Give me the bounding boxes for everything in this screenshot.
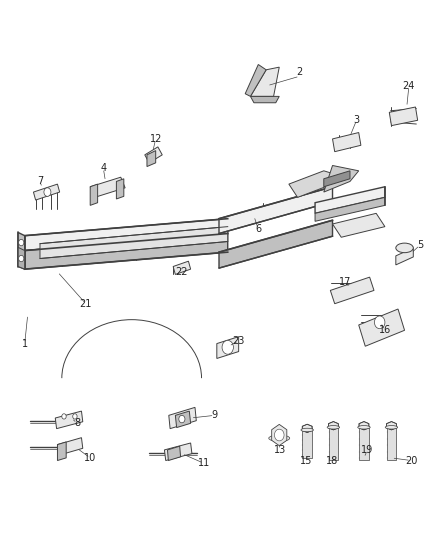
- Circle shape: [18, 255, 24, 262]
- Circle shape: [44, 188, 51, 196]
- Text: 8: 8: [74, 418, 80, 429]
- Circle shape: [275, 429, 284, 441]
- Polygon shape: [145, 147, 162, 163]
- Text: 17: 17: [339, 278, 352, 287]
- Text: 4: 4: [100, 163, 106, 173]
- Polygon shape: [90, 177, 125, 197]
- Polygon shape: [164, 443, 192, 461]
- Polygon shape: [245, 64, 266, 96]
- Polygon shape: [25, 219, 228, 251]
- Polygon shape: [389, 107, 418, 126]
- Polygon shape: [302, 424, 312, 432]
- Text: 2: 2: [297, 68, 303, 77]
- Polygon shape: [302, 429, 312, 458]
- Polygon shape: [387, 422, 396, 430]
- Polygon shape: [175, 411, 191, 427]
- Polygon shape: [217, 337, 239, 359]
- Polygon shape: [33, 184, 60, 200]
- Text: 10: 10: [84, 453, 96, 463]
- Polygon shape: [57, 442, 66, 461]
- Text: 23: 23: [233, 336, 245, 346]
- Text: 7: 7: [37, 176, 43, 187]
- Polygon shape: [117, 179, 124, 199]
- Text: 24: 24: [403, 81, 415, 91]
- Text: 16: 16: [379, 325, 391, 335]
- Ellipse shape: [358, 425, 370, 429]
- Text: 21: 21: [80, 298, 92, 309]
- Polygon shape: [359, 426, 369, 461]
- Ellipse shape: [385, 425, 398, 429]
- Text: 3: 3: [353, 115, 360, 125]
- Text: 18: 18: [326, 456, 339, 465]
- Circle shape: [62, 414, 66, 419]
- Polygon shape: [359, 422, 369, 430]
- Polygon shape: [330, 277, 374, 304]
- Polygon shape: [25, 233, 228, 269]
- Polygon shape: [147, 151, 155, 166]
- Text: 5: 5: [417, 240, 423, 250]
- Polygon shape: [169, 407, 196, 429]
- Polygon shape: [40, 227, 228, 259]
- Ellipse shape: [327, 425, 339, 429]
- Polygon shape: [328, 426, 338, 461]
- Polygon shape: [251, 67, 279, 96]
- Text: 19: 19: [361, 445, 374, 455]
- Polygon shape: [272, 424, 287, 446]
- Text: 12: 12: [149, 134, 162, 144]
- Circle shape: [18, 239, 24, 246]
- Polygon shape: [18, 247, 25, 269]
- Polygon shape: [332, 133, 361, 152]
- Polygon shape: [289, 171, 341, 197]
- Polygon shape: [173, 261, 191, 274]
- Text: 11: 11: [198, 458, 210, 468]
- Text: 22: 22: [176, 267, 188, 277]
- Ellipse shape: [396, 243, 413, 253]
- Text: 1: 1: [21, 338, 28, 349]
- Circle shape: [222, 341, 233, 354]
- Polygon shape: [387, 426, 396, 461]
- Polygon shape: [90, 184, 98, 205]
- Polygon shape: [324, 171, 350, 187]
- Polygon shape: [57, 438, 83, 455]
- Polygon shape: [315, 187, 385, 213]
- Circle shape: [73, 414, 77, 419]
- Polygon shape: [219, 187, 332, 233]
- Text: 15: 15: [300, 456, 312, 465]
- Text: 13: 13: [274, 445, 286, 455]
- Polygon shape: [359, 309, 405, 346]
- Text: 9: 9: [212, 410, 218, 421]
- Ellipse shape: [301, 428, 314, 432]
- Circle shape: [374, 316, 385, 329]
- Polygon shape: [315, 197, 385, 221]
- Polygon shape: [396, 248, 413, 265]
- Text: 6: 6: [255, 224, 261, 235]
- Polygon shape: [328, 422, 338, 430]
- Polygon shape: [219, 220, 332, 268]
- Polygon shape: [324, 165, 359, 192]
- Polygon shape: [55, 411, 83, 429]
- Polygon shape: [332, 213, 385, 237]
- Polygon shape: [18, 232, 25, 269]
- Polygon shape: [167, 446, 180, 461]
- Text: 20: 20: [405, 456, 417, 465]
- Polygon shape: [251, 96, 279, 103]
- Circle shape: [179, 415, 185, 423]
- Ellipse shape: [269, 435, 290, 441]
